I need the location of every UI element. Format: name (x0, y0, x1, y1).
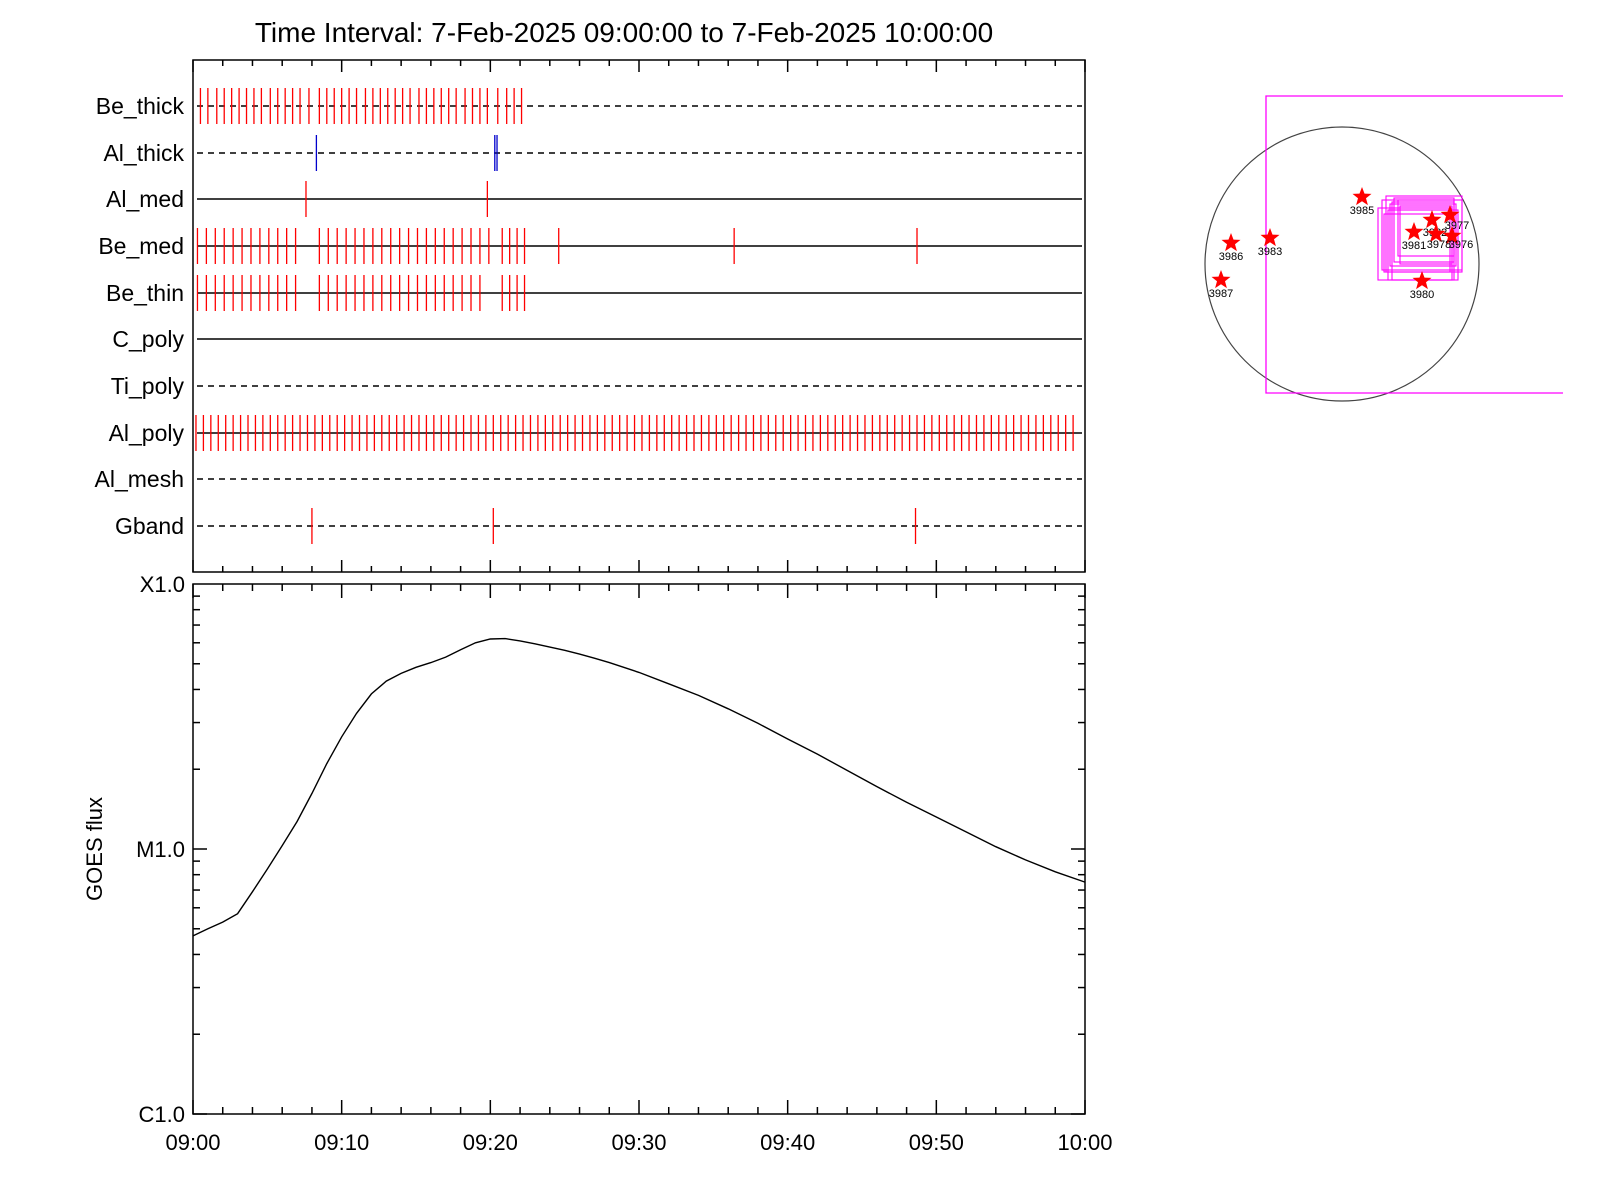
event-timeline-panel: Be_thick Al_thick Al_med Be_med Be_thin C_pol… (95, 59, 1086, 573)
solar-disk-map: 3985398639833987398139803982397739763978 (1204, 95, 1563, 402)
goes-flux-panel: 09:00 09:10 09:20 09:30 09:40 09:50 10:00 C1.0 M… (82, 572, 1113, 1155)
active-region-star-3983 (1260, 228, 1280, 247)
solar-disk-outline (1204, 126, 1480, 402)
active-region-label-3980: 3980 (1410, 289, 1434, 301)
timeline-frame (192, 59, 1086, 573)
x-tick-label: 09:50 (909, 1130, 964, 1155)
goes-flux-line (192, 637, 1086, 937)
y-tick-label: C1.0 (139, 1102, 185, 1127)
y-axis-label: GOES flux (82, 797, 107, 901)
goes-plot-frame (192, 583, 1086, 1115)
active-region-star-3987 (1211, 270, 1231, 289)
row-label-ti-poly: Ti_poly (111, 373, 185, 399)
active-region-label-3977: 3977 (1445, 220, 1469, 232)
active-region-star-3980 (1412, 271, 1432, 290)
active-region-star-3977 (1440, 205, 1460, 224)
region-box (1383, 213, 1451, 273)
y-tick-label: X1.0 (140, 572, 185, 597)
x-tick-label: 09:00 (165, 1130, 220, 1155)
active-region-star-3986 (1221, 233, 1241, 252)
x-tick-label: 09:40 (760, 1130, 815, 1155)
x-tick-label: 10:00 (1057, 1130, 1112, 1155)
row-label-gband: Gband (115, 513, 184, 539)
x-tick-label: 09:30 (611, 1130, 666, 1155)
active-region-label-3983: 3983 (1258, 246, 1282, 258)
row-label-al-poly: Al_poly (109, 420, 185, 446)
row-label-c-poly: C_poly (112, 326, 184, 352)
active-region-star-3978 (1426, 224, 1446, 243)
active-region-label-3986: 3986 (1219, 251, 1243, 263)
row-label-al-thick: Al_thick (103, 140, 184, 166)
active-region-label-3976: 3976 (1449, 239, 1473, 251)
y-tick-label: M1.0 (136, 837, 185, 862)
active-region-star-3981 (1404, 222, 1424, 241)
active-region-star-3982 (1422, 210, 1442, 229)
active-region-label-3978: 3978 (1427, 239, 1451, 251)
x-tick-label: 09:20 (463, 1130, 518, 1155)
active-region-label-3981: 3981 (1402, 240, 1426, 252)
active-region-label-3987: 3987 (1209, 288, 1233, 300)
row-label-al-mesh: Al_mesh (95, 466, 184, 492)
row-label-al-med: Al_med (106, 186, 184, 212)
row-label-be-thin: Be_thin (106, 280, 184, 306)
chart-title: Time Interval: 7-Feb-2025 09:00:00 to 7-… (255, 17, 993, 48)
row-label-be-med: Be_med (98, 233, 184, 259)
region-box (1397, 199, 1455, 257)
active-region-star-3976 (1442, 226, 1462, 245)
x-tick-label: 09:10 (314, 1130, 369, 1155)
active-region-label-3985: 3985 (1350, 205, 1374, 217)
active-region-star-3985 (1352, 187, 1372, 206)
row-label-be-thick: Be_thick (96, 93, 185, 119)
